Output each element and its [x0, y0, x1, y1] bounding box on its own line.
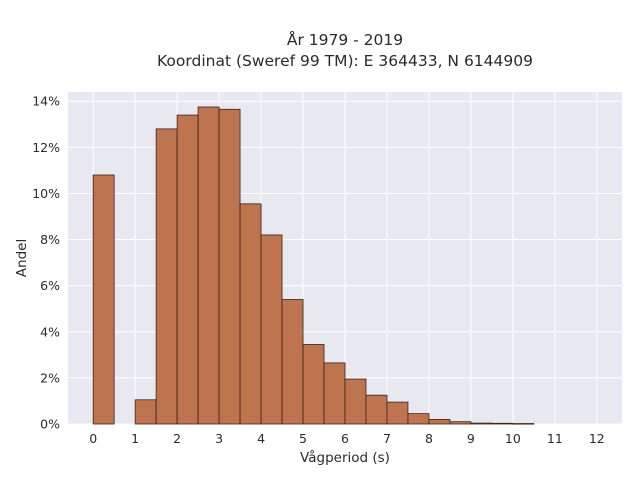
y-axis-ticks: 0% 2% 4% 6% 8% 10% 12% 14% — [32, 94, 60, 432]
histogram-bar — [281, 299, 304, 425]
histogram-bar — [260, 234, 283, 425]
x-tick-label: 6 — [341, 431, 349, 446]
y-tick-label: 14% — [32, 94, 60, 109]
x-axis-ticks: 0 1 2 3 4 5 6 7 8 9 10 11 12 — [89, 431, 605, 446]
x-tick-label: 7 — [383, 431, 391, 446]
histogram-bar — [407, 413, 430, 425]
chart-title-line-2: Koordinat (Sweref 99 TM): E 364433, N 61… — [157, 52, 533, 70]
bars — [92, 106, 535, 425]
chart-title-line-1: År 1979 - 2019 — [287, 30, 403, 49]
x-tick-label: 9 — [467, 431, 475, 446]
x-tick-label: 1 — [131, 431, 139, 446]
x-tick-label: 3 — [215, 431, 223, 446]
x-tick-label: 5 — [299, 431, 307, 446]
histogram-bar — [512, 423, 535, 425]
y-tick-label: 8% — [40, 232, 60, 247]
x-tick-label: 0 — [89, 431, 97, 446]
x-tick-label: 12 — [589, 431, 605, 446]
histogram-bar — [449, 421, 472, 425]
histogram-bar — [323, 362, 346, 425]
y-tick-label: 0% — [40, 417, 60, 432]
y-tick-label: 10% — [32, 186, 60, 201]
histogram-bar — [365, 394, 388, 425]
histogram-bar — [218, 108, 241, 425]
y-tick-label: 2% — [40, 370, 60, 385]
y-tick-label: 4% — [40, 324, 60, 339]
histogram-bar — [302, 344, 325, 425]
histogram-bar — [344, 378, 367, 425]
histogram-bar — [470, 422, 493, 425]
histogram-bar — [92, 174, 115, 425]
histogram-bar — [386, 401, 409, 425]
y-tick-label: 6% — [40, 278, 60, 293]
histogram-bar — [176, 114, 199, 425]
histogram-bar — [155, 128, 178, 425]
x-tick-label: 2 — [173, 431, 181, 446]
histogram-bar — [428, 418, 451, 425]
y-tick-label: 12% — [32, 140, 60, 155]
x-tick-label: 8 — [425, 431, 433, 446]
y-axis-label: Andel — [14, 239, 30, 277]
histogram-bar — [491, 422, 514, 425]
x-tick-label: 10 — [505, 431, 521, 446]
histogram-bar — [134, 399, 157, 425]
x-tick-label: 4 — [257, 431, 265, 446]
histogram-bar — [197, 106, 220, 425]
histogram-bar — [239, 203, 262, 425]
x-tick-label: 11 — [547, 431, 563, 446]
x-axis-label: Vågperiod (s) — [300, 449, 390, 466]
